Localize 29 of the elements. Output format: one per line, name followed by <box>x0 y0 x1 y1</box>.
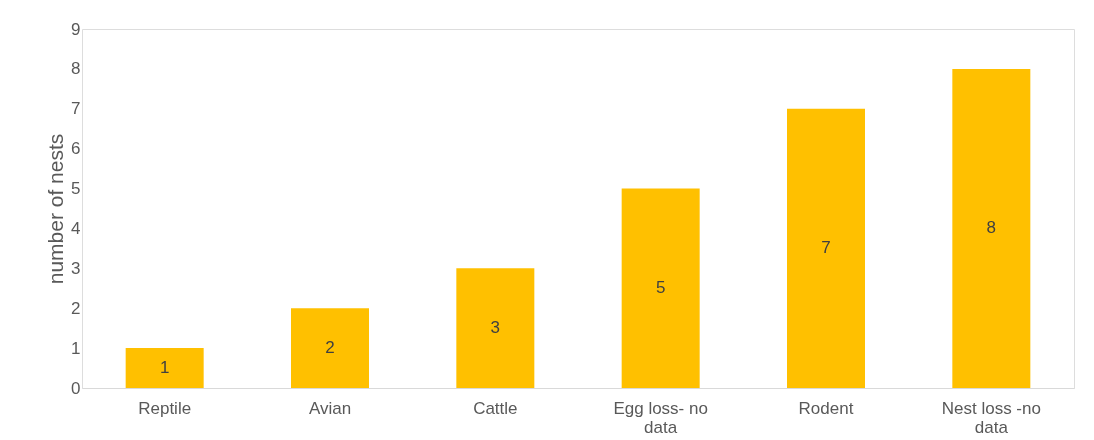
y-tick-label: 5 <box>71 179 81 199</box>
bar <box>621 188 700 388</box>
y-axis-title: number of nests <box>44 133 68 285</box>
bar <box>456 268 535 388</box>
data-label: 2 <box>325 338 335 358</box>
data-label: 3 <box>490 318 501 338</box>
y-tick-label: 7 <box>71 99 81 119</box>
y-tick-label: 8 <box>71 59 81 79</box>
bar <box>787 108 865 388</box>
y-tick-label: 9 <box>71 19 81 39</box>
data-label: 8 <box>986 218 997 238</box>
y-tick-label: 4 <box>71 218 81 238</box>
x-tick-label: Reptile <box>138 398 192 418</box>
x-tick-label: Egg loss- no data <box>613 398 708 437</box>
data-label: 1 <box>159 358 170 378</box>
y-tick-label: 2 <box>71 298 81 318</box>
bar <box>952 68 1031 388</box>
y-tick-label: 0 <box>71 378 81 398</box>
data-label: 7 <box>821 238 831 258</box>
x-tick-label: Nest loss -no data <box>941 398 1041 437</box>
data-label: 5 <box>655 278 666 298</box>
y-tick-label: 1 <box>71 338 81 358</box>
x-tick-label: Cattle <box>473 398 518 418</box>
bar <box>291 308 369 388</box>
y-tick-label: 6 <box>71 139 81 159</box>
bar <box>125 348 204 388</box>
x-tick-label: Rodent <box>798 398 854 418</box>
y-tick-label: 3 <box>71 258 81 278</box>
x-tick-label: Avian <box>308 398 352 418</box>
